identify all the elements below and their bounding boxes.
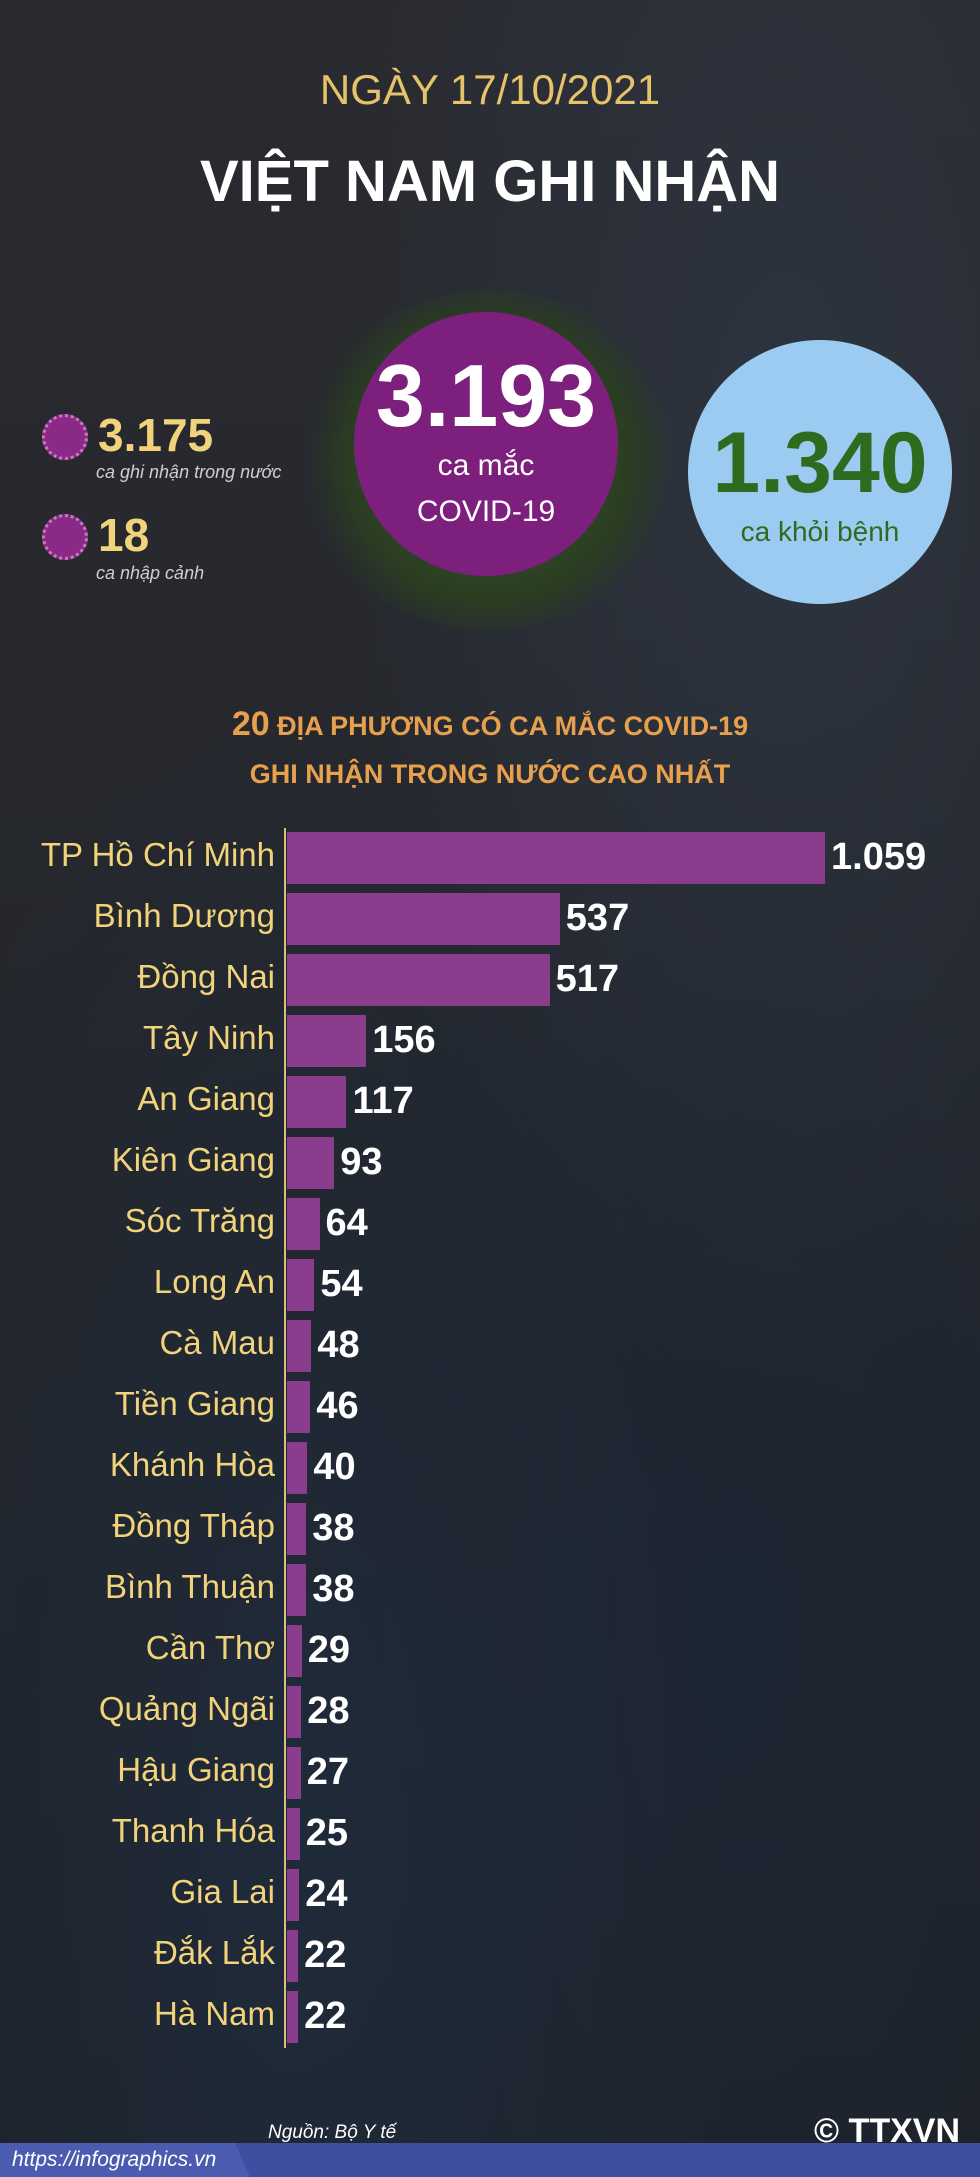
value-label: 22 bbox=[304, 1934, 347, 1976]
recovered-value: 1.340 bbox=[712, 415, 928, 511]
bar bbox=[287, 1869, 300, 1921]
headline: VIỆT NAM GHI NHẬN bbox=[200, 149, 780, 214]
bar bbox=[287, 1076, 347, 1128]
bar bbox=[287, 1442, 308, 1494]
category-label: Cần Thơ bbox=[145, 1629, 275, 1666]
domestic-value: 3.175 bbox=[98, 409, 214, 461]
bar bbox=[287, 1564, 307, 1616]
total-cases-circle: 3.193 ca mắc COVID-19 bbox=[354, 312, 618, 576]
category-label: Đồng Tháp bbox=[112, 1507, 275, 1544]
total-value: 3.193 bbox=[375, 346, 597, 445]
date-title: NGÀY 17/10/2021 bbox=[319, 66, 661, 113]
category-label: Sóc Trăng bbox=[124, 1202, 275, 1239]
category-label: Hà Nam bbox=[153, 1995, 275, 2032]
category-label: Đồng Nai bbox=[137, 958, 275, 995]
bar bbox=[287, 1991, 299, 2043]
value-label: 1.059 bbox=[831, 836, 927, 878]
website-link[interactable]: https://infographics.vn bbox=[0, 2143, 250, 2177]
category-label: Long An bbox=[153, 1263, 275, 1300]
bar bbox=[287, 893, 560, 945]
bar bbox=[287, 1747, 301, 1799]
virus-icon bbox=[42, 514, 88, 560]
recovered-circle: 1.340 ca khỏi bệnh bbox=[688, 340, 952, 604]
virus-icon bbox=[42, 414, 88, 460]
category-label: Bình Dương bbox=[93, 897, 275, 934]
domestic-label: ca ghi nhận trong nước bbox=[96, 462, 282, 482]
value-label: 517 bbox=[555, 958, 620, 1000]
bar bbox=[287, 832, 825, 884]
category-label: Đắk Lắk bbox=[153, 1934, 275, 1971]
recovered-label: ca khỏi bệnh bbox=[740, 516, 900, 547]
value-label: 40 bbox=[313, 1446, 356, 1488]
value-label: 25 bbox=[305, 1812, 348, 1854]
bar bbox=[287, 1930, 299, 1982]
bar bbox=[287, 1381, 311, 1433]
bar bbox=[287, 954, 550, 1006]
bar bbox=[287, 1015, 367, 1067]
chart-title-line1: ĐỊA PHƯƠNG CÓ CA MẮC COVID-19 bbox=[269, 711, 749, 741]
total-label-1: ca mắc bbox=[437, 449, 535, 482]
category-label: An Giang bbox=[137, 1080, 275, 1117]
category-label: TP Hồ Chí Minh bbox=[40, 836, 275, 873]
bar bbox=[287, 1808, 300, 1860]
category-label: Cà Mau bbox=[159, 1324, 275, 1361]
value-label: 27 bbox=[306, 1751, 349, 1793]
value-label: 46 bbox=[316, 1385, 359, 1427]
category-label: Quảng Ngãi bbox=[98, 1690, 275, 1727]
value-label: 93 bbox=[340, 1141, 383, 1183]
value-label: 48 bbox=[317, 1324, 360, 1366]
value-label: 156 bbox=[372, 1019, 436, 1061]
chart-title-line2: GHI NHẬN TRONG NƯỚC CAO NHẤT bbox=[249, 759, 731, 789]
value-label: 38 bbox=[312, 1568, 355, 1610]
category-label: Bình Thuận bbox=[104, 1568, 275, 1605]
value-label: 22 bbox=[304, 1995, 347, 2037]
category-label: Gia Lai bbox=[170, 1873, 275, 1910]
category-label: Khánh Hòa bbox=[109, 1446, 275, 1483]
value-label: 54 bbox=[320, 1263, 363, 1305]
bar bbox=[287, 1259, 315, 1311]
category-label: Thanh Hóa bbox=[111, 1812, 275, 1849]
chart-title: 20 ĐỊA PHƯƠNG CÓ CA MẮC COVID-19 GHI NHẬ… bbox=[0, 700, 980, 798]
bar bbox=[287, 1503, 307, 1555]
imported-label: ca nhập cảnh bbox=[96, 563, 205, 583]
total-label-2: COVID-19 bbox=[416, 495, 556, 528]
value-label: 24 bbox=[305, 1873, 348, 1915]
source-note: Nguồn: Bộ Y tế bbox=[268, 2122, 397, 2143]
category-label: Kiên Giang bbox=[111, 1141, 275, 1178]
category-label: Hậu Giang bbox=[117, 1751, 275, 1788]
value-label: 117 bbox=[352, 1080, 414, 1122]
bar bbox=[287, 1686, 302, 1738]
chart-title-number: 20 bbox=[231, 705, 270, 743]
value-label: 28 bbox=[307, 1690, 350, 1732]
value-label: 29 bbox=[307, 1629, 350, 1671]
bar bbox=[287, 1198, 320, 1250]
value-label: 38 bbox=[312, 1507, 355, 1549]
bar bbox=[287, 1320, 312, 1372]
bar bbox=[287, 1137, 335, 1189]
value-label: 64 bbox=[325, 1202, 368, 1244]
category-label: Tây Ninh bbox=[142, 1019, 275, 1056]
category-label: Tiền Giang bbox=[114, 1385, 275, 1422]
bar bbox=[287, 1625, 302, 1677]
y-axis-line bbox=[284, 828, 286, 2048]
ttxvn-logo: © TTXVN bbox=[814, 2112, 960, 2150]
imported-value: 18 bbox=[98, 509, 150, 561]
value-label: 537 bbox=[565, 897, 630, 939]
